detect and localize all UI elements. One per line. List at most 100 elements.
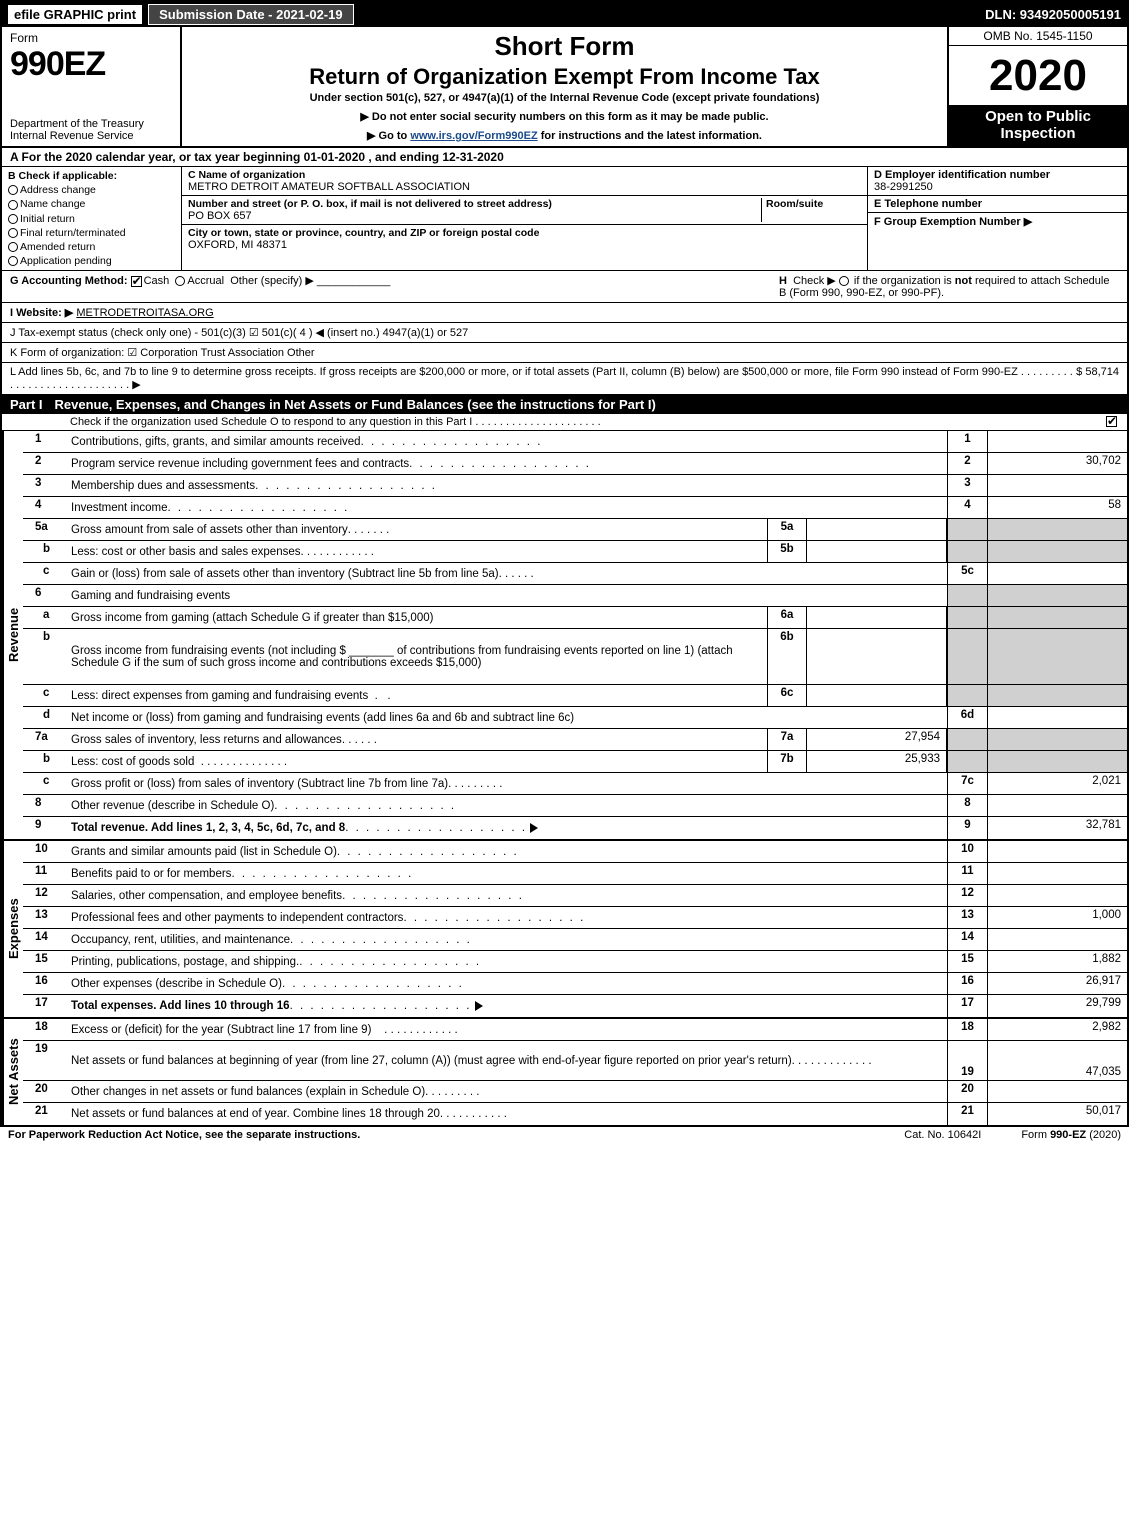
line-6: 6Gaming and fundraising events — [23, 585, 1127, 607]
ein-value: 38-2991250 — [874, 181, 933, 193]
phone-label: E Telephone number — [874, 198, 982, 210]
line-19: 19Net assets or fund balances at beginni… — [23, 1041, 1127, 1081]
header-middle: Short Form Return of Organization Exempt… — [182, 27, 947, 146]
column-c-org-info: C Name of organization METRO DETROIT AMA… — [182, 167, 867, 270]
line-7b: bLess: cost of goods sold . . . . . . . … — [23, 751, 1127, 773]
line-17: 17Total expenses. Add lines 10 through 1… — [23, 995, 1127, 1017]
cb-schedule-o[interactable] — [1106, 416, 1117, 427]
line-10: 10Grants and similar amounts paid (list … — [23, 841, 1127, 863]
form-number: 990EZ — [10, 45, 172, 84]
cb-amended-return[interactable]: Amended return — [8, 240, 175, 254]
org-name-cell: C Name of organization METRO DETROIT AMA… — [182, 167, 867, 196]
page-footer: For Paperwork Reduction Act Notice, see … — [0, 1127, 1129, 1143]
room-label: Room/suite — [766, 198, 823, 210]
line-20: 20Other changes in net assets or fund ba… — [23, 1081, 1127, 1103]
tax-year: 2020 — [949, 46, 1127, 105]
ein-cell: D Employer identification number 38-2991… — [868, 167, 1127, 196]
line-13: 13Professional fees and other payments t… — [23, 907, 1127, 929]
instr-ssn: ▶ Do not enter social security numbers o… — [188, 110, 941, 123]
row-i-website: I Website: ▶ METRODETROITASA.ORG — [2, 303, 1127, 323]
dept-line-2: Internal Revenue Service — [10, 130, 172, 142]
check-o-text: Check if the organization used Schedule … — [10, 416, 1106, 428]
website-label: I Website: ▶ — [10, 307, 73, 319]
line-2: 2Program service revenue including gover… — [23, 453, 1127, 475]
accrual-label: Accrual — [187, 275, 224, 287]
line-5b: bLess: cost or other basis and sales exp… — [23, 541, 1127, 563]
form-title: Return of Organization Exempt From Incom… — [188, 64, 941, 90]
footer-cat-no: Cat. No. 10642I — [904, 1129, 981, 1141]
website-value[interactable]: METRODETROITASA.ORG — [76, 307, 213, 319]
dept-line-1: Department of the Treasury — [10, 118, 172, 130]
column-d-e-f: D Employer identification number 38-2991… — [867, 167, 1127, 270]
line-7c: cGross profit or (loss) from sales of in… — [23, 773, 1127, 795]
row-g-h: G Accounting Method: Cash Accrual Other … — [2, 271, 1127, 303]
arrow-icon — [530, 823, 538, 833]
line-6c: cLess: direct expenses from gaming and f… — [23, 685, 1127, 707]
line-5c: cGain or (loss) from sale of assets othe… — [23, 563, 1127, 585]
line-6a: aGross income from gaming (attach Schedu… — [23, 607, 1127, 629]
g-label: G Accounting Method: — [10, 275, 128, 287]
revenue-lines: 1Contributions, gifts, grants, and simil… — [23, 431, 1127, 839]
form-990ez: efile GRAPHIC print Submission Date - 20… — [0, 0, 1129, 1127]
street-cell: Number and street (or P. O. box, if mail… — [182, 196, 867, 225]
line-6d: dNet income or (loss) from gaming and fu… — [23, 707, 1127, 729]
form-word: Form — [10, 31, 172, 45]
city-cell: City or town, state or province, country… — [182, 225, 867, 253]
line-6b: bGross income from fundraising events (n… — [23, 629, 1127, 685]
line-11: 11Benefits paid to or for members11 — [23, 863, 1127, 885]
cb-initial-return[interactable]: Initial return — [8, 212, 175, 226]
open-to-public: Open to Public Inspection — [949, 105, 1127, 146]
submission-date: Submission Date - 2021-02-19 — [148, 4, 354, 25]
arrow-icon — [475, 1001, 483, 1011]
part-1-header: Part I Revenue, Expenses, and Changes in… — [2, 395, 1127, 414]
header-right: OMB No. 1545-1150 2020 Open to Public In… — [947, 27, 1127, 146]
line-14: 14Occupancy, rent, utilities, and mainte… — [23, 929, 1127, 951]
dln: DLN: 93492050005191 — [985, 7, 1121, 22]
cb-application-pending[interactable]: Application pending — [8, 254, 175, 268]
line-5a: 5aGross amount from sale of assets other… — [23, 519, 1127, 541]
line-9: 9Total revenue. Add lines 1, 2, 3, 4, 5c… — [23, 817, 1127, 839]
cb-schedule-b[interactable] — [839, 276, 849, 286]
l-value: $ 58,714 — [1076, 366, 1119, 391]
line-3: 3Membership dues and assessments3 — [23, 475, 1127, 497]
cb-name-change[interactable]: Name change — [8, 197, 175, 211]
irs-link[interactable]: www.irs.gov/Form990EZ — [410, 130, 537, 142]
org-name-label: C Name of organization — [188, 169, 305, 181]
city-value: OXFORD, MI 48371 — [188, 239, 287, 251]
street-label: Number and street (or P. O. box, if mail… — [188, 198, 552, 210]
expenses-label: Expenses — [2, 841, 23, 1017]
part-1-num: Part I — [10, 397, 55, 412]
h-schedule-b: H Check ▶ if the organization is not req… — [779, 274, 1119, 299]
omb-number: OMB No. 1545-1150 — [949, 27, 1127, 46]
line-18: 18Excess or (deficit) for the year (Subt… — [23, 1019, 1127, 1041]
expenses-section: Expenses 10Grants and similar amounts pa… — [2, 841, 1127, 1019]
form-header: Form 990EZ Department of the Treasury In… — [2, 27, 1127, 148]
cb-address-change[interactable]: Address change — [8, 183, 175, 197]
line-16: 16Other expenses (describe in Schedule O… — [23, 973, 1127, 995]
cb-final-return[interactable]: Final return/terminated — [8, 226, 175, 240]
treasury-dept: Department of the Treasury Internal Reve… — [10, 118, 172, 142]
group-exemption-cell: F Group Exemption Number ▶ — [868, 213, 1127, 270]
instr-goto: ▶ Go to www.irs.gov/Form990EZ for instru… — [188, 129, 941, 142]
header-left: Form 990EZ Department of the Treasury In… — [2, 27, 182, 146]
instr-pre: ▶ Go to — [367, 130, 410, 142]
city-label: City or town, state or province, country… — [188, 227, 539, 239]
revenue-label: Revenue — [2, 431, 23, 839]
cash-label: Cash — [144, 275, 170, 287]
line-4: 4Investment income458 — [23, 497, 1127, 519]
part-1-check-o: Check if the organization used Schedule … — [2, 414, 1127, 431]
accounting-method: G Accounting Method: Cash Accrual Other … — [10, 274, 779, 299]
line-21: 21Net assets or fund balances at end of … — [23, 1103, 1127, 1125]
efile-print-button[interactable]: efile GRAPHIC print — [8, 5, 142, 24]
row-l-gross-receipts: L Add lines 5b, 6c, and 7b to line 9 to … — [2, 363, 1127, 395]
cb-cash[interactable] — [131, 276, 142, 287]
expenses-lines: 10Grants and similar amounts paid (list … — [23, 841, 1127, 1017]
cb-accrual[interactable] — [175, 276, 185, 286]
org-name: METRO DETROIT AMATEUR SOFTBALL ASSOCIATI… — [188, 181, 470, 193]
info-block: B Check if applicable: Address change Na… — [2, 167, 1127, 271]
line-a-tax-year: A For the 2020 calendar year, or tax yea… — [2, 148, 1127, 167]
net-assets-lines: 18Excess or (deficit) for the year (Subt… — [23, 1019, 1127, 1125]
line-8: 8Other revenue (describe in Schedule O)8 — [23, 795, 1127, 817]
footer-right: Form 990-EZ (2020) — [1021, 1129, 1121, 1141]
line-1: 1Contributions, gifts, grants, and simil… — [23, 431, 1127, 453]
